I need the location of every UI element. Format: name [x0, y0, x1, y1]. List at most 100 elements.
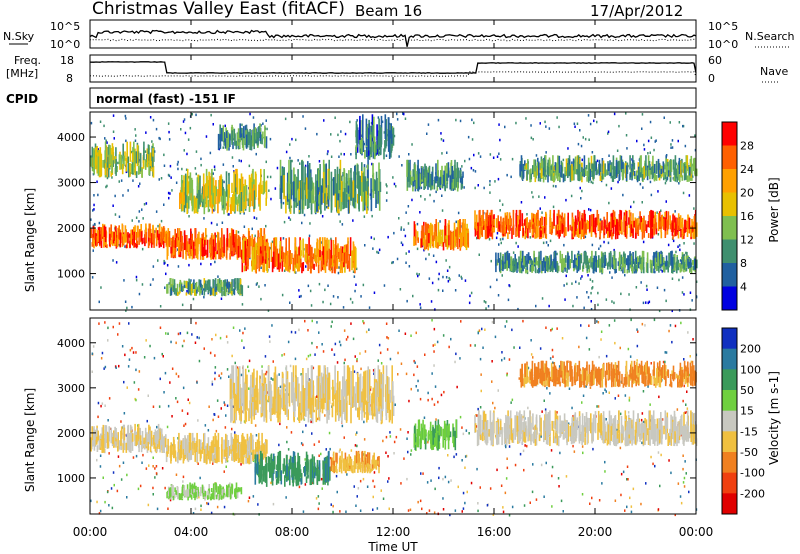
noise-cell [519, 346, 521, 349]
band-cell [236, 278, 238, 289]
band-cell [135, 244, 138, 249]
band-cell [414, 175, 417, 192]
band-cell [534, 257, 536, 263]
band-cell [167, 283, 169, 294]
noise-cell [458, 274, 460, 277]
band-cell [662, 161, 665, 173]
band-cell [129, 235, 132, 243]
band-cell [486, 209, 489, 227]
band-cell [463, 235, 466, 247]
nave-label: Nave [760, 65, 788, 78]
band-cell [589, 168, 591, 181]
band-cell [322, 246, 325, 265]
band-cell [637, 262, 640, 269]
band-cell [203, 289, 206, 296]
noise-cell [363, 142, 365, 146]
band-cell [520, 265, 523, 274]
noise-cell [214, 377, 216, 381]
noise-cell [183, 339, 185, 343]
band-cell [578, 164, 581, 182]
band-cell [559, 217, 561, 230]
noise-cell [321, 343, 323, 346]
noise-cell [441, 194, 443, 197]
noise-cell [163, 153, 165, 157]
noise-cell [125, 170, 128, 174]
noise-cell [477, 331, 479, 335]
band-cell [234, 192, 236, 206]
noise-cell [392, 261, 394, 264]
noise-cell [176, 400, 179, 404]
noise-cell [391, 261, 393, 265]
band-cell [274, 246, 277, 267]
band-cell [585, 165, 588, 170]
band-cell [437, 159, 439, 179]
noise-cell [145, 131, 147, 134]
noise-cell [620, 268, 622, 272]
band-cell [98, 226, 101, 237]
band-cell [129, 163, 131, 177]
noise-cell [598, 247, 600, 250]
band-cell [689, 259, 692, 266]
noise-cell [596, 120, 598, 124]
noise-cell [665, 351, 668, 354]
noise-cell [171, 415, 173, 418]
band-cell [307, 253, 310, 263]
noise-cell [330, 267, 332, 271]
noise-cell [182, 475, 185, 479]
band-cell [623, 215, 625, 230]
noise-cell [118, 364, 120, 368]
noise-cell [609, 271, 611, 274]
noise-cell [468, 432, 470, 435]
noise-cell [298, 485, 301, 489]
band-cell [384, 114, 387, 139]
band-cell [564, 263, 567, 269]
noise-cell [511, 505, 514, 509]
band-cell [306, 244, 308, 260]
band-cell [514, 254, 516, 263]
band-cell [595, 161, 597, 176]
noise-cell [135, 275, 138, 279]
band-cell [151, 233, 154, 243]
noise-cell [113, 483, 115, 487]
band-cell [348, 170, 350, 195]
noise-cell [330, 503, 332, 506]
band-cell [454, 236, 457, 243]
band-cell [690, 225, 692, 237]
band-cell [529, 169, 531, 180]
band-cell [156, 236, 158, 244]
band-cell [630, 255, 633, 263]
noise-cell [400, 228, 402, 231]
band-cell [321, 258, 324, 267]
noise-cell [423, 416, 426, 419]
noise-cell [191, 113, 193, 116]
band-cell [586, 265, 588, 272]
noise-cell [134, 128, 136, 131]
band-cell [537, 219, 539, 238]
band-cell [123, 155, 125, 167]
noise-cell [585, 336, 588, 340]
band-cell [312, 253, 315, 260]
band-cell [338, 173, 340, 199]
noise-cell [354, 289, 356, 293]
band-cell [536, 260, 539, 266]
band-cell [627, 255, 629, 267]
noise-cell [686, 390, 688, 393]
band-cell [682, 166, 685, 173]
band-cell [640, 172, 642, 178]
noise-cell [640, 502, 642, 506]
noise-cell [224, 403, 226, 407]
noise-cell [92, 249, 94, 252]
band-cell [343, 168, 345, 189]
noise-cell [328, 431, 331, 435]
noise-cell [470, 291, 473, 295]
noise-cell [359, 479, 362, 483]
noise-cell [219, 336, 222, 340]
noise-cell [461, 510, 463, 513]
band-cell [161, 238, 163, 245]
noise-cell [674, 324, 677, 328]
noise-cell [427, 391, 429, 395]
noise-cell [543, 399, 545, 402]
noise-cell [405, 372, 408, 376]
band-cell [553, 175, 556, 182]
band-cell [206, 175, 208, 196]
